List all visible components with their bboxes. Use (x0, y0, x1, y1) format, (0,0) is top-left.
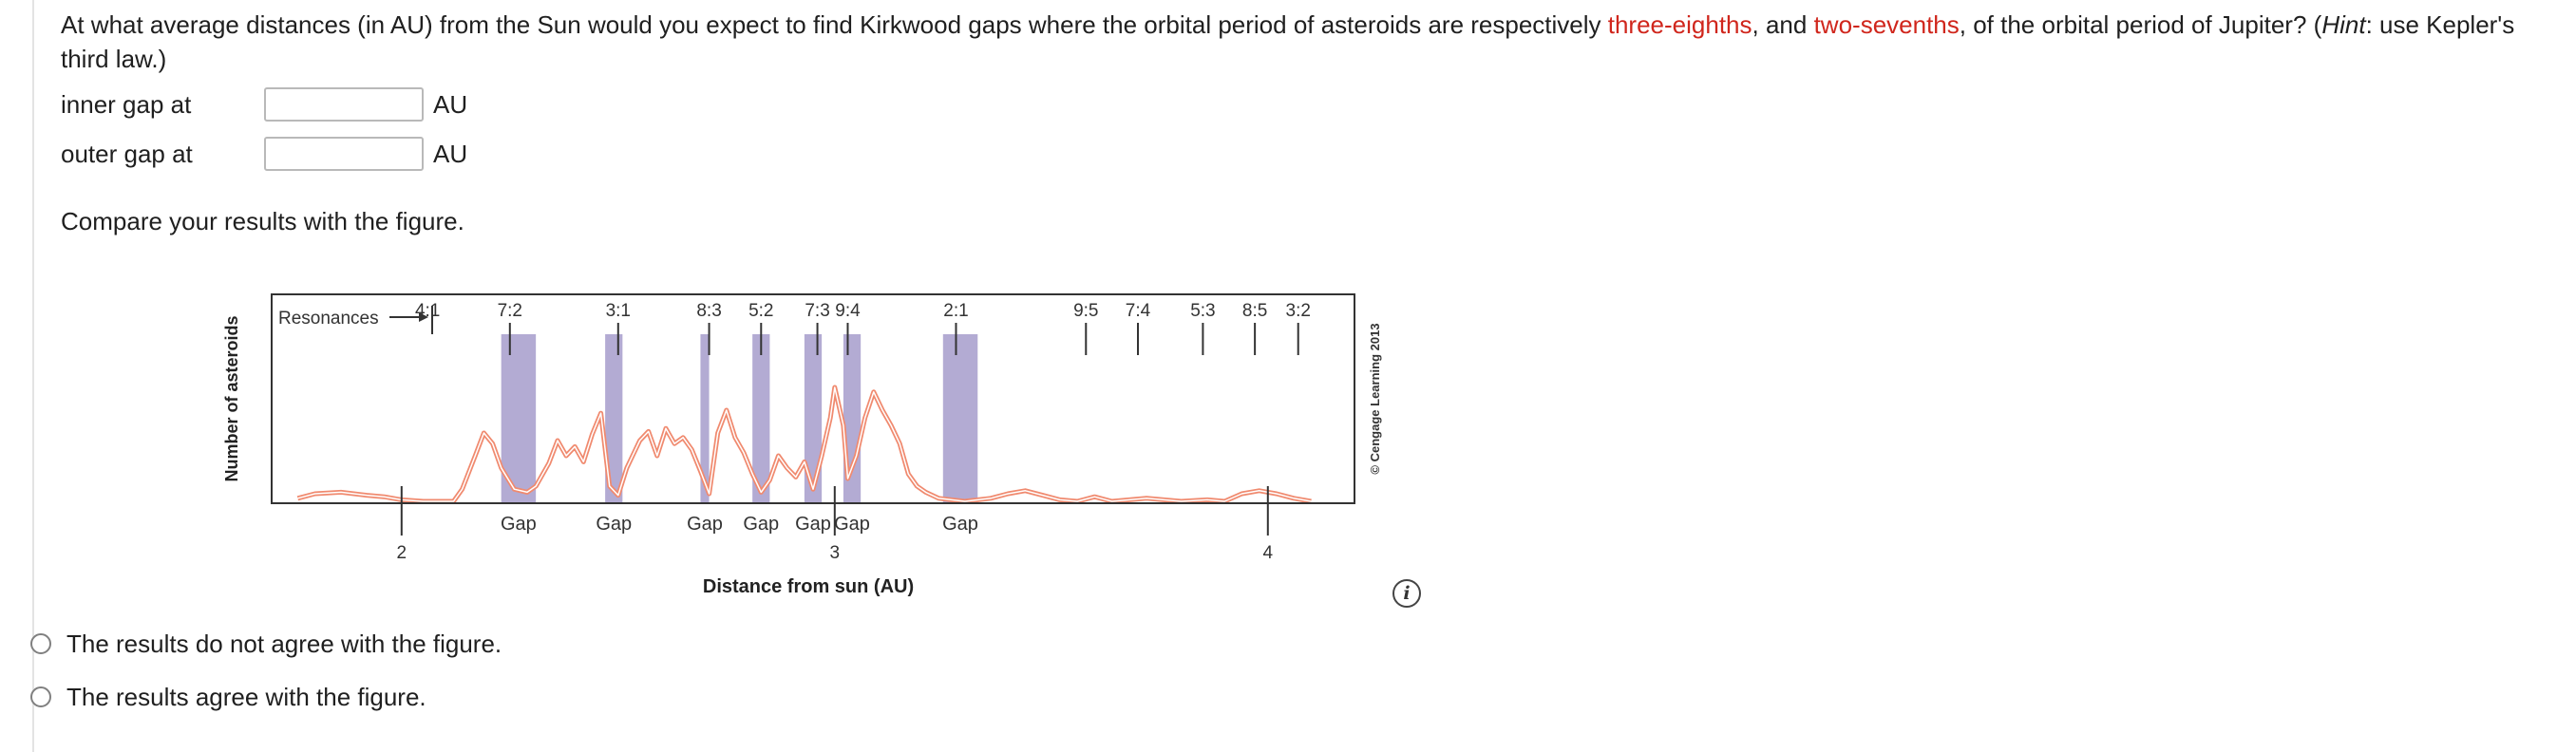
hint-word: Hint (2321, 10, 2366, 39)
outer-gap-label: outer gap at (61, 139, 193, 168)
resonance-label-9-4: 9:4 (835, 301, 861, 321)
resonance-label-2-1: 2:1 (943, 301, 968, 321)
x-axis-label: Distance from sun (AU) (703, 576, 914, 597)
outer-gap-row: outer gap at AU (61, 133, 467, 175)
highlight-two-sevenths: two-sevenths (1813, 10, 1960, 39)
compare-text: Compare your results with the figure. (61, 207, 464, 235)
choice-disagree-label: The results do not agree with the figure… (66, 629, 502, 658)
gap-bands (501, 334, 978, 503)
kirkwood-gap-chart: 4:1 7:2 3:1 8:3 5:2 7:3 9:4 2:1 9:5 7:4 5:3 8:5 3:2 … (222, 293, 1382, 597)
y-axis-label: Number of asteroids (222, 315, 241, 481)
gap-label-1: Gap (596, 514, 632, 535)
resonance-label-5-2: 5:2 (748, 301, 773, 321)
highlight-three-eighths: three-eighths (1607, 10, 1752, 39)
x-axis-ticks: 2 3 4 (397, 486, 1274, 563)
gap-label-6: Gap (942, 514, 978, 535)
gap-band-1 (605, 334, 623, 503)
gap-label-0: Gap (501, 514, 537, 535)
resonances-arrow-icon (389, 306, 433, 334)
x-tick-label-4: 4 (1263, 543, 1274, 563)
outer-gap-input[interactable] (264, 137, 424, 171)
resonance-label-7-4: 7:4 (1126, 301, 1151, 321)
inner-gap-row: inner gap at AU (61, 84, 467, 125)
question-text: At what average distances (in AU) from t… (61, 10, 2515, 73)
question-content: At what average distances (in AU) from t… (61, 8, 2568, 235)
resonance-label-9-5: 9:5 (1073, 301, 1098, 321)
plot-frame (271, 293, 1355, 504)
inner-gap-label: inner gap at (61, 89, 192, 119)
radio-disagree[interactable] (30, 633, 51, 654)
left-rule (32, 0, 34, 752)
gap-label-3: Gap (743, 514, 779, 535)
info-icon[interactable]: i (1392, 579, 1421, 608)
gap-band-6 (942, 334, 978, 503)
resonance-label-5-3: 5:3 (1190, 301, 1215, 321)
radio-agree[interactable] (30, 686, 51, 707)
resonance-label-8-3: 8:3 (696, 301, 721, 321)
resonance-label-7-2: 7:2 (498, 301, 522, 321)
inner-gap-unit: AU (433, 89, 468, 119)
gap-label-5: Gap (834, 514, 870, 535)
resonance-label-7-3: 7:3 (805, 301, 829, 321)
gap-band-2 (700, 334, 710, 503)
asteroid-distribution-curve-inner (297, 386, 1312, 502)
inner-gap-input[interactable] (264, 87, 424, 122)
gap-labels: Gap Gap Gap Gap Gap Gap Gap (501, 514, 978, 535)
answer-choices: The results do not agree with the figure… (30, 617, 502, 724)
resonance-label-8-5: 8:5 (1242, 301, 1267, 321)
kirkwood-gap-figure: 4:1 7:2 3:1 8:3 5:2 7:3 9:4 2:1 9:5 7:4 5:3 8:5 3:2 … (158, 275, 1392, 617)
resonance-label-3-2: 3:2 (1286, 301, 1311, 321)
gap-label-2: Gap (687, 514, 723, 535)
outer-gap-unit: AU (433, 139, 468, 168)
choice-disagree[interactable]: The results do not agree with the figure… (30, 617, 502, 670)
choice-agree[interactable]: The results agree with the figure. (30, 670, 502, 724)
resonance-label-3-1: 3:1 (606, 301, 631, 321)
x-tick-label-2: 2 (397, 543, 407, 563)
resonances-label: Resonances (278, 309, 379, 329)
gap-label-4: Gap (795, 514, 831, 535)
resonance-markers: 4:1 7:2 3:1 8:3 5:2 7:3 9:4 2:1 9:5 7:4 5:3 8:5 3:2 (415, 301, 1311, 355)
x-tick-label-3: 3 (830, 543, 841, 563)
copyright-label: © Cengage Learning 2013 (1368, 323, 1382, 474)
choice-agree-label: The results agree with the figure. (66, 682, 426, 711)
gap-band-4 (804, 334, 823, 503)
gap-band-3 (752, 334, 770, 503)
